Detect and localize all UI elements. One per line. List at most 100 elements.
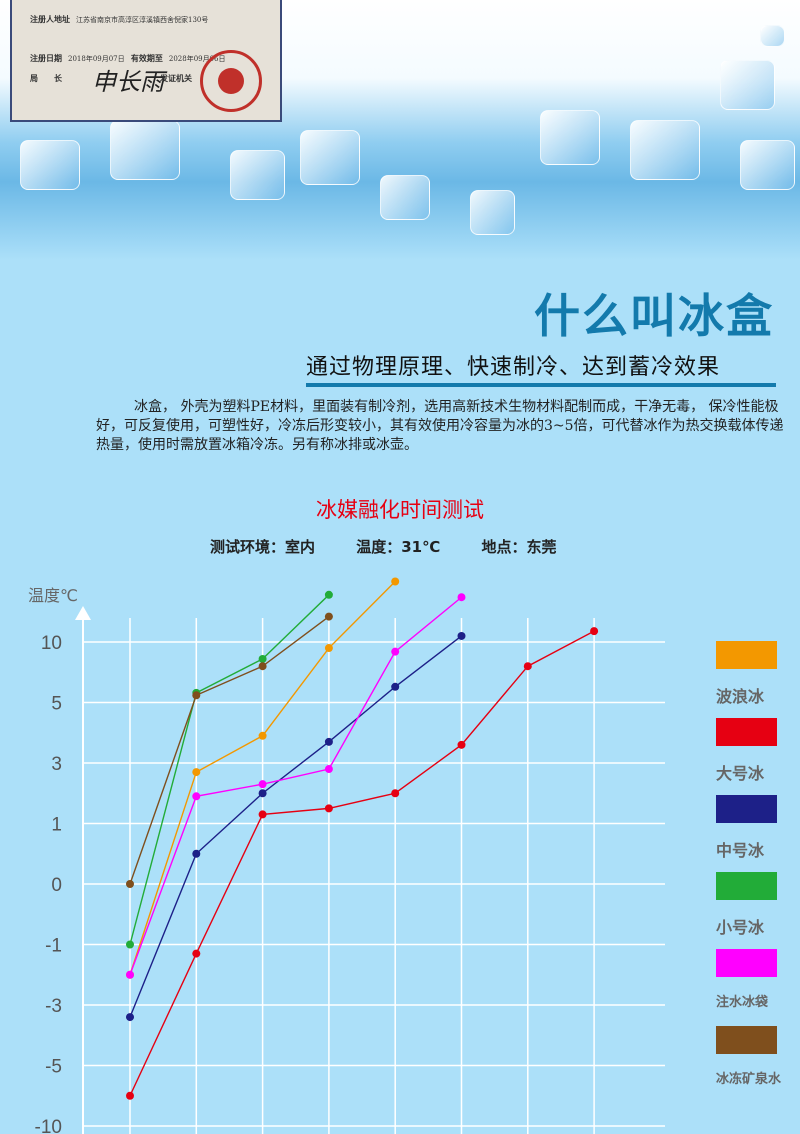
y-axis-label: 温度℃ xyxy=(28,586,78,605)
legend-label: 波浪冰 xyxy=(716,687,765,706)
cert-date-label: 注册日期 xyxy=(30,53,62,63)
data-point xyxy=(192,691,201,700)
page-title: 什么叫冰盒 xyxy=(534,289,774,343)
ice-cube xyxy=(740,140,795,190)
data-point xyxy=(324,804,333,813)
legend-swatch xyxy=(716,949,777,977)
ice-cube xyxy=(230,150,285,200)
ice-cube xyxy=(470,190,515,235)
legend-label: 小号冰 xyxy=(716,918,765,937)
data-point xyxy=(126,940,134,949)
data-point xyxy=(391,577,400,586)
series-line xyxy=(129,616,330,885)
data-point xyxy=(324,644,333,653)
y-tick-label: 10 xyxy=(41,633,62,654)
cert-address-label: 注册人地址 xyxy=(30,14,70,24)
ice-cube xyxy=(20,140,80,190)
ice-cube xyxy=(380,175,430,220)
cert-address-value: 江苏省南京市高淳区淳溪镇西舍倪家130号 xyxy=(76,16,209,24)
y-tick-label: -5 xyxy=(45,1057,62,1078)
legend-label: 冰冻矿泉水 xyxy=(716,1072,782,1087)
ice-cube xyxy=(720,60,775,110)
legend-swatch xyxy=(716,872,777,900)
y-tick-label: -10 xyxy=(35,1117,62,1134)
y-tick-label: 3 xyxy=(51,754,62,775)
ice-cube xyxy=(300,130,360,185)
ice-cube xyxy=(540,110,600,165)
y-tick-label: 5 xyxy=(51,694,62,715)
y-axis-arrow-icon xyxy=(75,606,91,620)
data-point xyxy=(192,949,201,958)
data-point xyxy=(457,593,466,602)
data-point xyxy=(126,880,134,888)
cert-valid-label: 有效期至 xyxy=(130,53,163,63)
cert-address: 注册人地址 江苏省南京市高淳区淳溪镇西舍倪家130号 xyxy=(30,14,208,25)
legend-item: 波浪冰 xyxy=(716,641,778,707)
data-point xyxy=(258,662,267,671)
y-tick-label: -1 xyxy=(45,936,62,957)
y-tick-label: 1 xyxy=(51,815,62,836)
ice-cube xyxy=(110,120,180,180)
data-point xyxy=(258,810,267,819)
data-point xyxy=(126,970,134,979)
legend-item: 中号冰 xyxy=(716,795,778,861)
legend-item: 冰冻矿泉水 xyxy=(716,1026,782,1087)
series-line xyxy=(129,594,330,945)
series-line xyxy=(129,630,595,1097)
data-point xyxy=(126,1013,134,1022)
data-point xyxy=(324,612,333,621)
data-point xyxy=(324,765,333,774)
series-line xyxy=(129,596,462,975)
data-point xyxy=(391,789,400,798)
data-point xyxy=(457,740,466,749)
data-point xyxy=(126,1091,134,1100)
data-point xyxy=(258,654,267,663)
legend-swatch xyxy=(716,641,777,669)
trademark-certificate: 注册人地址 江苏省南京市高淳区淳溪镇西舍倪家130号 注册日期 2018年09月07… xyxy=(10,0,282,122)
y-tick-label: -3 xyxy=(45,996,62,1017)
data-point xyxy=(590,627,599,636)
data-point xyxy=(192,792,201,801)
condition-environment: 测试环境：室内 xyxy=(210,538,316,556)
cert-dates: 注册日期 2018年09月07日 有效期至 2028年09月06日 xyxy=(30,53,226,64)
data-point xyxy=(258,731,267,740)
description-paragraph: 冰盒， 外壳为塑料PE材料，里面装有制冷剂，选用高新技术生物材料配制而成，干净无… xyxy=(96,399,784,453)
cert-date-value: 2018年09月07日 xyxy=(68,55,125,63)
cert-issuer: 发证机关 xyxy=(160,73,198,84)
seal-emblem-icon xyxy=(218,68,244,94)
legend-swatch xyxy=(716,1026,777,1054)
signature: 申长雨 xyxy=(92,68,164,96)
legend-swatch xyxy=(716,795,777,823)
cert-issuer-label: 发证机关 xyxy=(160,73,192,83)
data-point xyxy=(192,768,201,777)
data-point xyxy=(258,789,267,798)
data-point xyxy=(391,647,400,656)
data-point xyxy=(457,631,466,640)
cert-director-label: 局 长 xyxy=(30,73,62,83)
data-point xyxy=(192,849,201,858)
data-point xyxy=(324,737,333,746)
legend-item: 大号冰 xyxy=(716,718,778,784)
legend-item: 注水冰袋 xyxy=(716,949,778,1010)
chart-title: 冰媒融化时间测试 xyxy=(316,498,484,522)
legend-swatch xyxy=(716,718,777,746)
ice-cube xyxy=(630,120,700,180)
condition-temperature: 温度：31℃ xyxy=(356,538,441,556)
data-point xyxy=(523,662,532,671)
condition-location: 地点：东莞 xyxy=(481,538,557,556)
ice-water-banner xyxy=(0,0,800,260)
legend-label: 中号冰 xyxy=(716,841,765,860)
data-point xyxy=(258,780,267,789)
official-seal xyxy=(200,50,262,112)
y-tick-label: 0 xyxy=(51,875,62,896)
cert-director: 局 长 xyxy=(30,73,68,84)
ice-cube xyxy=(760,25,785,47)
data-point xyxy=(391,682,400,691)
legend-item: 小号冰 xyxy=(716,872,778,938)
cert-valid-value: 2028年09月06日 xyxy=(168,55,226,63)
legend-label: 注水冰袋 xyxy=(716,995,769,1010)
chart-conditions: 测试环境：室内 温度：31℃ 地点：东莞 xyxy=(210,536,557,557)
data-point xyxy=(324,590,333,599)
page-subtitle: 通过物理原理、快速制冷、达到蓄冷效果 xyxy=(306,349,776,387)
